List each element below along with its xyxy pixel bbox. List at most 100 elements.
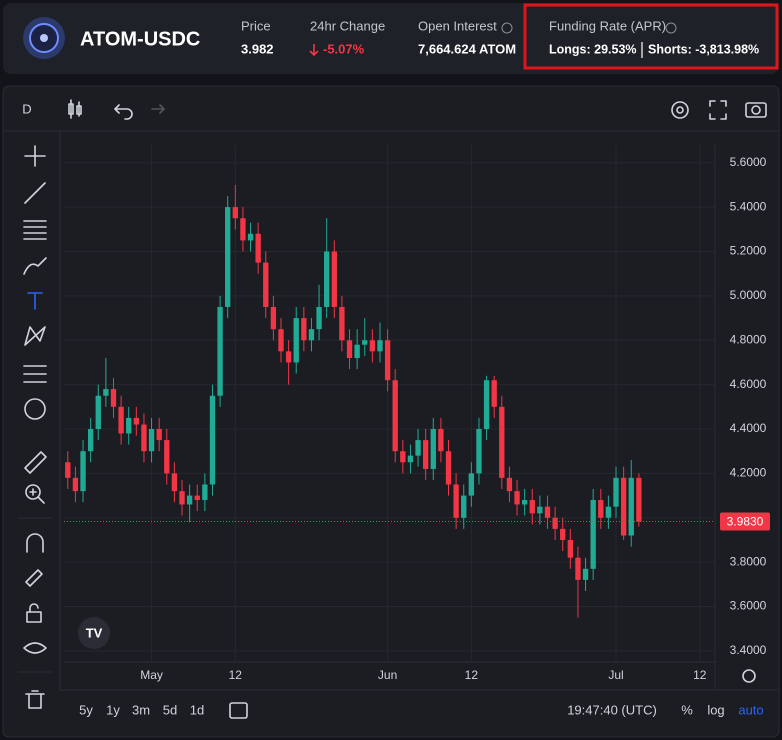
candle-body bbox=[499, 406, 505, 478]
measure-lines-tool[interactable] bbox=[23, 365, 47, 383]
candle-body bbox=[316, 306, 322, 330]
candle-body bbox=[72, 477, 79, 492]
candle-body bbox=[384, 340, 391, 381]
interval[interactable]: D bbox=[22, 101, 31, 116]
candle-body bbox=[369, 340, 376, 352]
candle-body bbox=[293, 318, 299, 363]
candle-body bbox=[605, 506, 612, 518]
goto-date-icon[interactable] bbox=[229, 702, 248, 719]
y-tick-label: 5.6000 bbox=[730, 155, 767, 169]
candle-body bbox=[560, 528, 566, 540]
candle-body bbox=[278, 329, 284, 352]
axis-settings-icon[interactable] bbox=[742, 669, 756, 683]
clock[interactable]: 19:47:40 (UTC) bbox=[567, 702, 657, 717]
fib-tool[interactable] bbox=[23, 220, 47, 240]
stat-label: 24hr Change bbox=[310, 18, 385, 33]
last-price-tag bbox=[720, 512, 770, 531]
funding-longs: Longs: 29.53% bbox=[549, 42, 637, 56]
range-button[interactable]: 5d bbox=[163, 702, 177, 717]
fullscreen-icon[interactable] bbox=[709, 100, 727, 120]
candle-body bbox=[483, 380, 490, 430]
symbol[interactable]: ATOM-USDC bbox=[80, 28, 200, 50]
range-button[interactable]: 3m bbox=[132, 702, 150, 717]
log-toggle[interactable]: log bbox=[707, 702, 724, 717]
candle-body bbox=[613, 477, 619, 507]
screenshot-icon[interactable] bbox=[745, 102, 767, 118]
candle-body bbox=[400, 451, 406, 463]
range-button[interactable]: 5y bbox=[79, 702, 93, 717]
percent-toggle[interactable]: % bbox=[681, 702, 693, 717]
candle-body bbox=[285, 351, 292, 363]
candle-body bbox=[476, 429, 482, 474]
candle-body bbox=[537, 506, 543, 514]
settings-icon[interactable] bbox=[671, 101, 689, 119]
lock-tool-shackle bbox=[29, 603, 39, 613]
text-tool[interactable] bbox=[27, 292, 43, 310]
brush-tool[interactable] bbox=[23, 257, 47, 275]
candle-body bbox=[423, 440, 429, 469]
y-tick-label: 5.0000 bbox=[730, 288, 767, 302]
candle-body bbox=[529, 500, 535, 514]
lock-draw-tool[interactable] bbox=[25, 569, 43, 587]
delete-tool[interactable] bbox=[25, 690, 45, 709]
ruler-tool[interactable] bbox=[24, 451, 47, 474]
candle-body bbox=[636, 477, 642, 522]
candle-body bbox=[141, 424, 147, 452]
candle-body bbox=[171, 473, 178, 492]
candle-type-icon[interactable] bbox=[68, 99, 82, 119]
candle-body bbox=[453, 484, 459, 518]
crosshair-tool[interactable] bbox=[24, 145, 46, 167]
plot: 3.40003.60003.80004.00004.20004.40004.60… bbox=[64, 145, 770, 682]
candle-body bbox=[217, 306, 223, 396]
info-icon[interactable] bbox=[665, 22, 677, 34]
candle-body bbox=[415, 440, 421, 456]
settings-icon-core bbox=[676, 106, 684, 114]
auto-toggle[interactable]: auto bbox=[738, 702, 763, 717]
zoom-tool[interactable] bbox=[25, 484, 41, 500]
candle-body bbox=[392, 380, 398, 452]
candle-body bbox=[362, 340, 368, 345]
candle-body bbox=[270, 306, 277, 330]
info-icon[interactable] bbox=[501, 22, 513, 34]
magnet-tool[interactable] bbox=[26, 533, 44, 553]
tv-logo-text: TV bbox=[86, 625, 103, 640]
candle-body bbox=[430, 429, 436, 469]
range-button[interactable]: 1d bbox=[190, 702, 204, 717]
x-tick-label: 12 bbox=[229, 668, 243, 682]
range-button[interactable]: 1y bbox=[106, 702, 120, 717]
candle-body bbox=[521, 500, 528, 505]
stat-label: Price bbox=[241, 18, 271, 33]
zoom-tool-detail bbox=[29, 488, 45, 504]
candle-body bbox=[461, 495, 467, 518]
candle-body bbox=[582, 568, 589, 580]
emoji-tool[interactable] bbox=[24, 398, 46, 420]
candle-body bbox=[255, 233, 261, 263]
candle-body bbox=[247, 233, 254, 241]
stat-label: Open Interest bbox=[418, 18, 497, 33]
stat-value: 3.982 bbox=[241, 41, 274, 56]
candle-body bbox=[148, 429, 155, 452]
lock-tool[interactable] bbox=[26, 611, 42, 623]
candle-body bbox=[346, 340, 353, 359]
visibility-tool[interactable] bbox=[23, 642, 47, 654]
candle-body bbox=[103, 389, 109, 396]
y-tick-label: 3.4000 bbox=[730, 643, 767, 657]
redo-icon bbox=[151, 104, 165, 114]
candle-body bbox=[567, 539, 573, 558]
candle-body bbox=[628, 477, 634, 536]
undo-icon[interactable] bbox=[114, 104, 133, 120]
screenshot-lens bbox=[751, 105, 761, 115]
y-tick-label: 5.4000 bbox=[730, 199, 767, 213]
x-tick-label: Jul bbox=[608, 668, 623, 682]
trendline-tool[interactable] bbox=[24, 182, 46, 204]
candle-body bbox=[506, 477, 513, 492]
candle-body bbox=[331, 251, 337, 307]
candle-body bbox=[620, 477, 627, 536]
x-tick-label: Jun bbox=[378, 668, 397, 682]
candle-body bbox=[339, 306, 345, 341]
x-tick-label: May bbox=[140, 668, 163, 682]
pattern-tool[interactable] bbox=[24, 326, 46, 346]
candle-body bbox=[468, 473, 475, 496]
candle-body bbox=[95, 395, 101, 430]
